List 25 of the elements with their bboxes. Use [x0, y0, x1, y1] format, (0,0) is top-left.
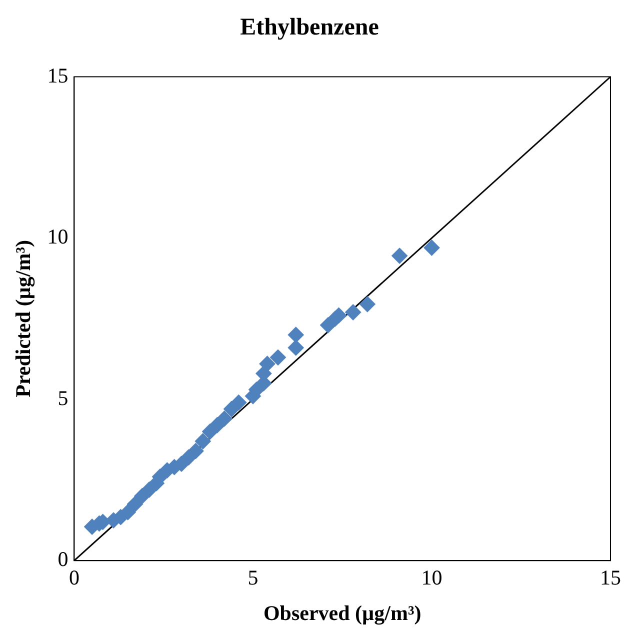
point: [392, 248, 408, 264]
point: [424, 240, 440, 256]
point: [330, 307, 347, 324]
y-axis-title: Predicted (µg/m³): [11, 240, 36, 398]
point: [230, 394, 247, 411]
y-tick-label: 10: [47, 224, 68, 249]
y-tick-label: 15: [47, 63, 68, 88]
x-tick-label: 15: [600, 566, 621, 590]
x-tick-label: 5: [248, 566, 258, 590]
y-tick-label: 0: [58, 547, 68, 572]
point: [288, 326, 304, 343]
x-axis-title: Observed (µg/m³): [263, 600, 422, 625]
point: [288, 340, 304, 356]
point: [194, 433, 211, 450]
chart-title: Ethylbenzene: [240, 14, 380, 41]
point: [345, 304, 362, 320]
x-tick-label: 10: [421, 566, 442, 590]
point: [216, 410, 232, 427]
point: [120, 504, 136, 520]
y-tick-label: 5: [58, 386, 68, 410]
point: [359, 296, 376, 312]
point: [126, 496, 143, 512]
point: [188, 442, 204, 459]
point: [270, 349, 286, 366]
point: [259, 356, 276, 372]
